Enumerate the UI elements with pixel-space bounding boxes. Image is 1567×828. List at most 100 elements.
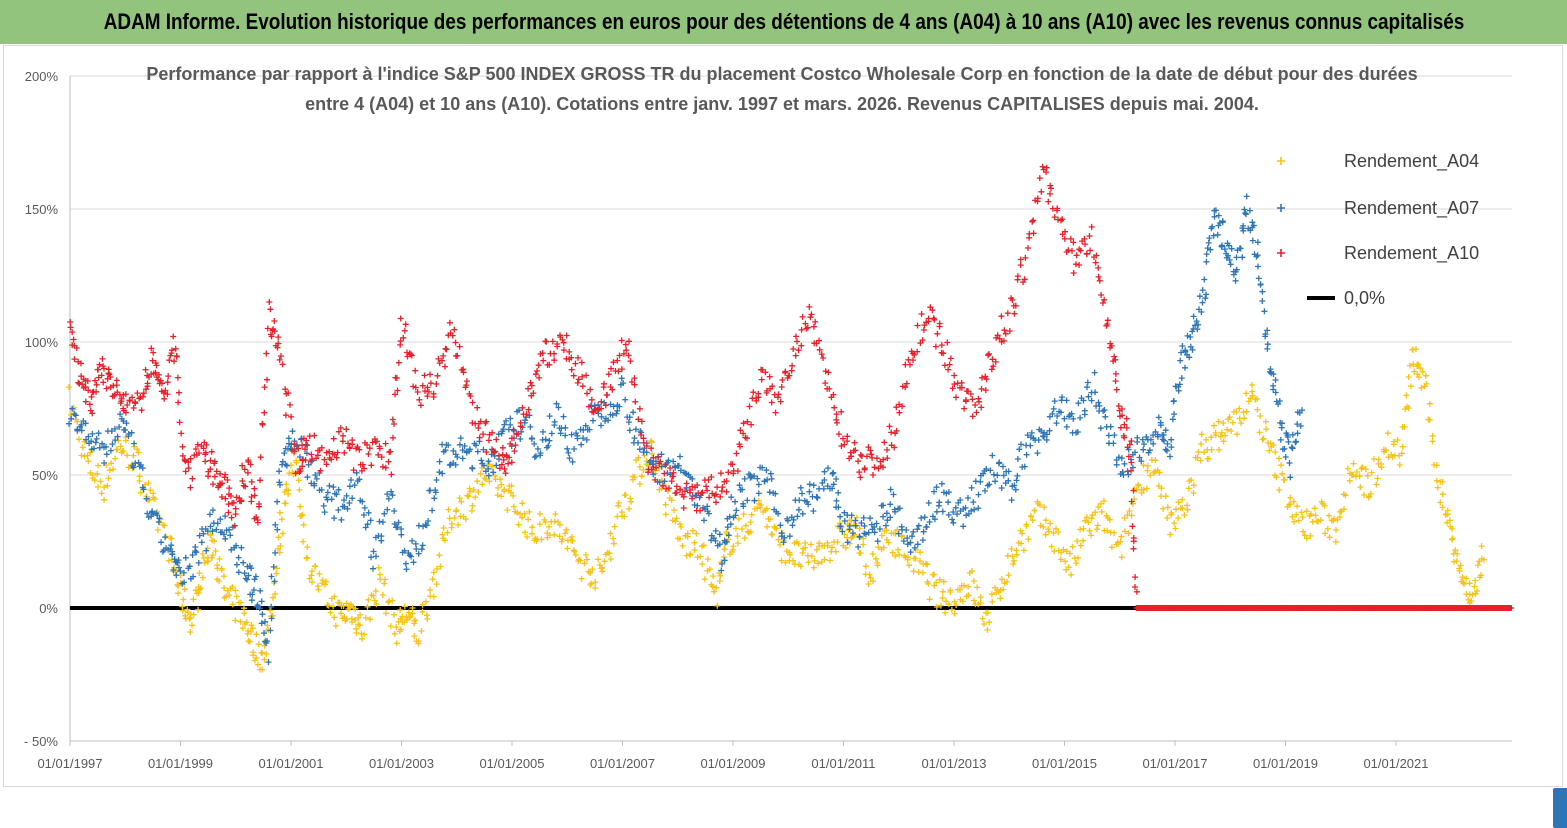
data-point	[947, 587, 954, 594]
data-point	[706, 494, 713, 501]
data-point	[656, 479, 663, 486]
data-point	[364, 521, 371, 528]
data-point	[949, 516, 956, 523]
data-point	[1110, 440, 1117, 447]
data-point	[388, 488, 395, 495]
data-point	[825, 465, 831, 472]
data-point	[754, 505, 761, 512]
data-point	[714, 602, 721, 609]
data-point	[189, 475, 196, 482]
data-point	[556, 533, 563, 540]
data-point	[1287, 501, 1294, 508]
data-point	[272, 521, 279, 528]
data-point	[450, 447, 457, 454]
data-point	[82, 420, 89, 427]
data-point	[813, 546, 820, 553]
data-point	[1126, 441, 1133, 448]
data-point	[1239, 254, 1246, 261]
data-point	[442, 363, 448, 370]
data-point	[427, 587, 433, 593]
data-point	[1121, 421, 1128, 428]
data-point	[378, 454, 385, 461]
data-point	[323, 578, 330, 585]
data-point	[86, 401, 93, 408]
data-point	[803, 325, 810, 332]
data-point	[697, 553, 704, 560]
data-point	[806, 481, 813, 488]
data-point	[582, 551, 589, 558]
data-point	[635, 454, 642, 461]
data-point	[1135, 481, 1142, 488]
data-point	[1463, 575, 1470, 582]
data-point	[1176, 381, 1183, 388]
data-point	[1346, 477, 1353, 484]
data-point	[105, 366, 112, 373]
data-point	[248, 565, 255, 572]
data-point	[189, 552, 196, 558]
data-point	[440, 352, 447, 359]
data-point	[485, 437, 492, 444]
data-point	[1108, 342, 1115, 349]
data-point	[564, 445, 571, 452]
data-point	[460, 369, 467, 376]
data-point	[85, 458, 92, 465]
data-point	[485, 472, 492, 479]
data-point	[880, 513, 887, 520]
data-point	[217, 470, 224, 477]
data-point	[777, 541, 783, 548]
data-point	[1058, 217, 1064, 224]
data-point	[1164, 447, 1170, 454]
data-point	[180, 596, 187, 603]
data-point	[226, 485, 233, 492]
data-point	[108, 460, 115, 467]
legend-marker-Rendement_A07	[1277, 204, 1285, 212]
chart-resize-handle[interactable]	[1553, 788, 1567, 828]
data-point	[1147, 472, 1154, 479]
data-point	[1298, 509, 1305, 516]
data-point	[214, 562, 221, 569]
data-point	[269, 612, 276, 619]
data-point	[1394, 437, 1401, 443]
data-point	[512, 442, 519, 449]
data-point	[532, 371, 539, 378]
data-point	[716, 531, 723, 538]
data-point	[375, 564, 382, 571]
data-point	[508, 459, 515, 466]
data-point	[1168, 444, 1175, 451]
data-point	[1112, 378, 1119, 385]
data-point	[959, 598, 966, 605]
data-point	[1224, 426, 1231, 433]
data-point	[408, 352, 415, 359]
data-point	[203, 441, 210, 448]
data-point	[408, 553, 415, 560]
data-point	[311, 432, 318, 439]
data-point	[660, 481, 667, 488]
data-point	[620, 380, 627, 387]
data-point	[89, 430, 96, 437]
data-point	[467, 393, 474, 399]
data-point	[126, 398, 133, 404]
data-point	[947, 355, 954, 362]
data-point	[1249, 237, 1256, 244]
data-point	[296, 454, 303, 460]
data-point	[454, 352, 461, 359]
data-point	[165, 557, 172, 564]
data-point	[677, 521, 683, 528]
data-point	[865, 444, 872, 451]
data-point	[834, 539, 841, 546]
data-point	[936, 323, 943, 330]
data-point	[344, 505, 351, 512]
data-point	[726, 513, 733, 520]
data-point	[256, 501, 262, 507]
data-point	[1139, 436, 1146, 443]
data-point	[1178, 349, 1185, 356]
data-point	[572, 552, 579, 558]
data-point	[1010, 561, 1017, 568]
data-point	[172, 345, 179, 352]
data-point	[965, 592, 972, 599]
data-point	[1005, 572, 1012, 579]
data-point	[960, 523, 967, 530]
data-point	[162, 387, 169, 394]
data-point	[494, 492, 501, 499]
data-point	[1279, 470, 1286, 477]
